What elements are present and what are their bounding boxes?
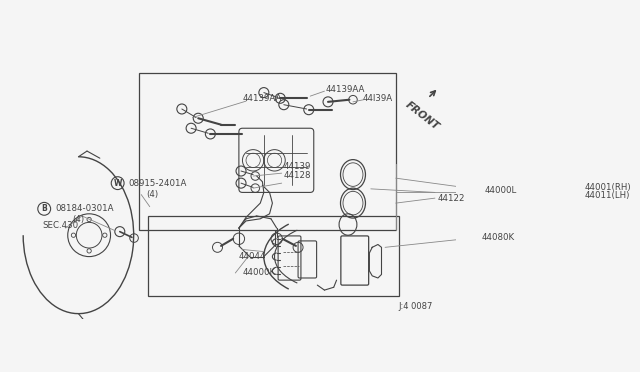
Text: 44000K: 44000K: [243, 269, 276, 278]
Text: 44122: 44122: [437, 193, 465, 203]
Text: (4): (4): [146, 190, 158, 199]
Text: 44044: 44044: [239, 252, 266, 261]
Text: 44139AA: 44139AA: [325, 84, 365, 93]
Bar: [148, 216, 399, 296]
Text: 44128: 44128: [284, 171, 311, 180]
Text: SEC.430: SEC.430: [43, 221, 79, 230]
Text: 44000L: 44000L: [485, 186, 517, 195]
Text: B: B: [42, 204, 47, 213]
Text: 44139AA: 44139AA: [243, 94, 282, 103]
Text: 44l39A: 44l39A: [362, 94, 392, 103]
Text: 44139: 44139: [284, 161, 311, 170]
Text: 44080K: 44080K: [481, 233, 515, 242]
Bar: [139, 73, 396, 230]
Text: FRONT: FRONT: [403, 99, 441, 132]
Text: 44001(RH): 44001(RH): [585, 183, 631, 192]
Text: (4): (4): [73, 215, 85, 224]
Text: 44011(LH): 44011(LH): [585, 192, 630, 201]
Text: W: W: [113, 179, 122, 187]
Text: 08915-2401A: 08915-2401A: [129, 179, 187, 187]
Text: 08184-0301A: 08184-0301A: [55, 204, 113, 213]
Text: J:4 0087: J:4 0087: [398, 302, 432, 311]
